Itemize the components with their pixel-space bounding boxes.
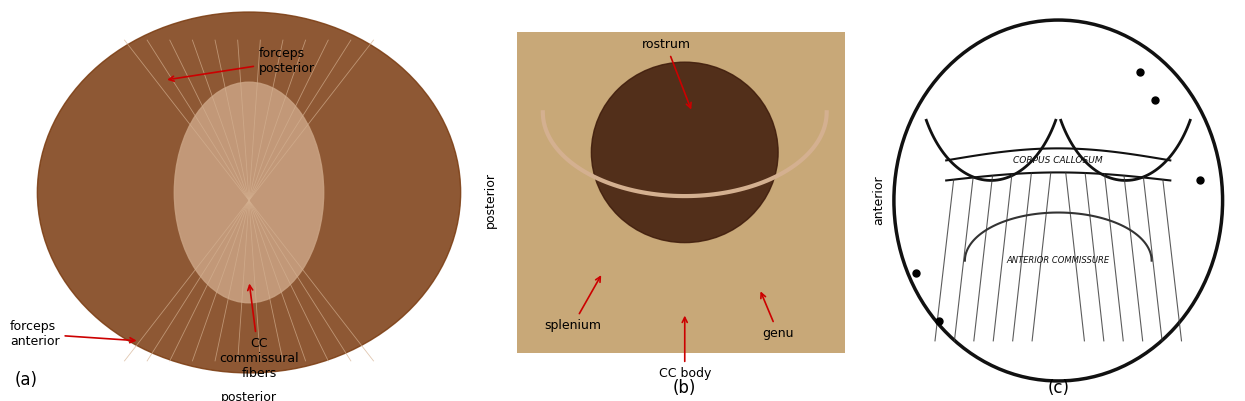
- Text: ANTERIOR COMMISSURE: ANTERIOR COMMISSURE: [1007, 256, 1109, 265]
- Ellipse shape: [174, 82, 324, 303]
- Text: forceps
posterior: forceps posterior: [169, 47, 315, 81]
- Text: forceps
anterior: forceps anterior: [10, 320, 134, 348]
- Text: posterior: posterior: [484, 172, 497, 229]
- Text: CORPUS CALLOSUM: CORPUS CALLOSUM: [1013, 156, 1103, 165]
- Text: rostrum: rostrum: [641, 38, 691, 108]
- Text: (b): (b): [674, 379, 696, 397]
- Ellipse shape: [37, 12, 461, 373]
- FancyBboxPatch shape: [517, 32, 845, 353]
- Text: CC body: CC body: [659, 318, 711, 380]
- Text: (c): (c): [1047, 379, 1069, 397]
- Text: (a): (a): [15, 371, 37, 389]
- Text: genu: genu: [761, 293, 794, 340]
- Text: splenium: splenium: [544, 277, 601, 332]
- Text: anterior: anterior: [873, 176, 885, 225]
- Text: CC
commissural
fibers: CC commissural fibers: [219, 285, 299, 380]
- Ellipse shape: [591, 62, 778, 243]
- Text: posterior: posterior: [222, 391, 276, 401]
